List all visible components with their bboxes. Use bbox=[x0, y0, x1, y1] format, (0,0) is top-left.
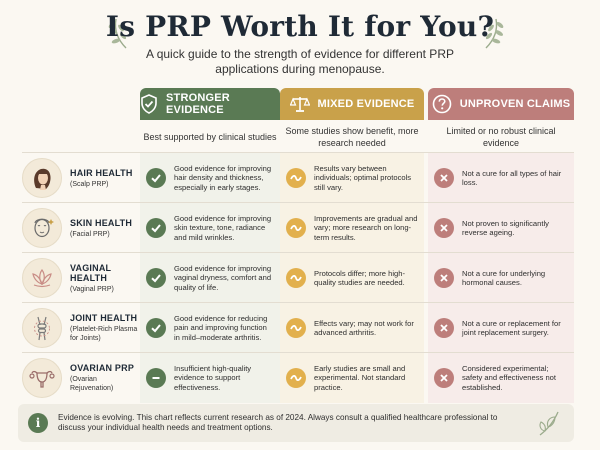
mixed-cell: Early studies are small and experimental… bbox=[280, 353, 424, 403]
leaf-sprig-icon bbox=[539, 411, 559, 436]
application-cell: VAGINAL HEALTH (Vaginal PRP) bbox=[22, 253, 140, 303]
application-cell: SKIN HEALTH (Facial PRP) bbox=[22, 203, 140, 253]
uterus-icon bbox=[22, 358, 62, 398]
tilde-icon bbox=[286, 268, 306, 288]
application-subtitle: (Scalp PRP) bbox=[70, 180, 109, 188]
application-subtitle: (Facial PRP) bbox=[70, 230, 110, 238]
evidence-text: Protocols differ; more high-quality stud… bbox=[314, 268, 406, 287]
column-description: Limited or no robust clinical evidence bbox=[446, 126, 556, 148]
info-icon: i bbox=[28, 413, 48, 433]
table-row: HAIR HEALTH (Scalp PRP) Good evidence fo… bbox=[22, 152, 574, 203]
cross-icon bbox=[434, 368, 454, 388]
page-subtitle: A quick guide to the strength of evidenc… bbox=[146, 47, 454, 76]
question-mark-icon bbox=[432, 94, 452, 114]
shield-check-icon bbox=[141, 94, 157, 114]
column-header-unproven: UNPROVEN CLAIMS bbox=[428, 88, 574, 120]
stronger-cell: Good evidence for improving vaginal dryn… bbox=[140, 253, 280, 303]
cross-icon bbox=[434, 168, 454, 188]
column-label: UNPROVEN CLAIMS bbox=[459, 98, 571, 110]
evidence-text: Effects vary; may not work for advanced … bbox=[314, 318, 414, 337]
evidence-text: Not a cure or replacement for joint repl… bbox=[462, 318, 561, 337]
unproven-cell: Not a cure for underlying hormonal cause… bbox=[428, 253, 574, 303]
evidence-text: Insufficient high-quality evidence to su… bbox=[174, 363, 252, 392]
check-icon bbox=[146, 168, 166, 188]
column-header-mixed: MIXED EVIDENCE bbox=[280, 88, 424, 120]
check-icon bbox=[146, 268, 166, 288]
table-row: JOINT HEALTH (Platelet-Rich Plasma for J… bbox=[22, 302, 574, 353]
evidence-text: Not proven to significantly reverse agei… bbox=[462, 218, 549, 237]
table-row: VAGINAL HEALTH (Vaginal PRP) Good eviden… bbox=[22, 252, 574, 303]
column-description: Some studies show benefit, more research… bbox=[285, 126, 419, 148]
mixed-cell: Improvements are gradual and vary; more … bbox=[280, 203, 424, 253]
application-name: JOINT HEALTH bbox=[70, 313, 138, 323]
column-label: MIXED EVIDENCE bbox=[317, 98, 415, 110]
application-cell: JOINT HEALTH (Platelet-Rich Plasma for J… bbox=[22, 303, 140, 353]
balance-scale-icon bbox=[289, 97, 310, 112]
unproven-cell: Not a cure or replacement for joint repl… bbox=[428, 303, 574, 353]
tilde-icon bbox=[286, 368, 306, 388]
unproven-cell: Considered experimental; safety and effe… bbox=[428, 353, 574, 403]
evidence-text: Early studies are small and experimental… bbox=[314, 363, 406, 392]
column-label: STRONGER EVIDENCE bbox=[166, 92, 230, 116]
application-cell: HAIR HEALTH (Scalp PRP) bbox=[22, 153, 140, 203]
application-name: VAGINAL HEALTH bbox=[70, 262, 112, 283]
stronger-cell: Good evidence for reducing pain and impr… bbox=[140, 303, 280, 353]
face-sparkle-icon bbox=[22, 208, 62, 248]
evidence-text: Good evidence for improving hair density… bbox=[174, 163, 272, 192]
woman-hair-icon bbox=[22, 158, 62, 198]
page-title: Is PRP Worth It for You? bbox=[105, 10, 495, 43]
minus-icon bbox=[146, 368, 166, 388]
check-icon bbox=[146, 218, 166, 238]
column-description: Best supported by clinical studies bbox=[143, 132, 277, 142]
stronger-cell: Insufficient high-quality evidence to su… bbox=[140, 353, 280, 403]
evidence-text: Good evidence for improving vaginal dryn… bbox=[174, 263, 272, 292]
cross-icon bbox=[434, 318, 454, 338]
cross-icon bbox=[434, 268, 454, 288]
stronger-cell: Good evidence for improving skin texture… bbox=[140, 203, 280, 253]
mixed-cell: Protocols differ; more high-quality stud… bbox=[280, 253, 424, 303]
unproven-cell: Not proven to significantly reverse agei… bbox=[428, 203, 574, 253]
tilde-icon bbox=[286, 318, 306, 338]
application-subtitle: (Platelet-Rich Plasma for Joints) bbox=[70, 326, 138, 342]
evidence-text: Improvements are gradual and vary; more … bbox=[314, 213, 418, 242]
column-header-stronger: STRONGER EVIDENCE bbox=[140, 88, 280, 120]
evidence-text: Not a cure for underlying hormonal cause… bbox=[462, 268, 546, 287]
evidence-text: Not a cure for all types of hair loss. bbox=[462, 168, 562, 187]
tilde-icon bbox=[286, 168, 306, 188]
evidence-text: Results vary between individuals; optima… bbox=[314, 163, 412, 192]
laurel-sprig-icon bbox=[108, 18, 127, 49]
cross-icon bbox=[434, 218, 454, 238]
knee-joint-icon bbox=[22, 308, 62, 348]
table-row: SKIN HEALTH (Facial PRP) Good evidence f… bbox=[22, 202, 574, 253]
tilde-icon bbox=[286, 218, 306, 238]
evidence-text: Considered experimental; safety and effe… bbox=[462, 363, 556, 392]
application-name: SKIN HEALTH bbox=[70, 217, 133, 228]
application-name: HAIR HEALTH bbox=[70, 167, 133, 178]
evidence-text: Good evidence for reducing pain and impr… bbox=[174, 313, 268, 342]
stronger-cell: Good evidence for improving hair density… bbox=[140, 153, 280, 203]
footer-text: Evidence is evolving. This chart reflect… bbox=[58, 412, 498, 433]
mixed-cell: Effects vary; may not work for advanced … bbox=[280, 303, 424, 353]
application-subtitle: (Ovarian Rejuvenation) bbox=[70, 376, 114, 392]
table-row: OVARIAN PRP (Ovarian Rejuvenation) Insuf… bbox=[22, 352, 574, 403]
unproven-cell: Not a cure for all types of hair loss. bbox=[428, 153, 574, 203]
mixed-cell: Results vary between individuals; optima… bbox=[280, 153, 424, 203]
laurel-sprig-icon bbox=[485, 18, 504, 49]
footer-note: i Evidence is evolving. This chart refle… bbox=[18, 404, 574, 442]
evidence-text: Good evidence for improving skin texture… bbox=[174, 213, 272, 242]
check-icon bbox=[146, 318, 166, 338]
lotus-icon bbox=[22, 258, 62, 298]
application-name: OVARIAN PRP bbox=[70, 363, 135, 373]
application-cell: OVARIAN PRP (Ovarian Rejuvenation) bbox=[22, 353, 140, 403]
application-subtitle: (Vaginal PRP) bbox=[70, 285, 114, 293]
